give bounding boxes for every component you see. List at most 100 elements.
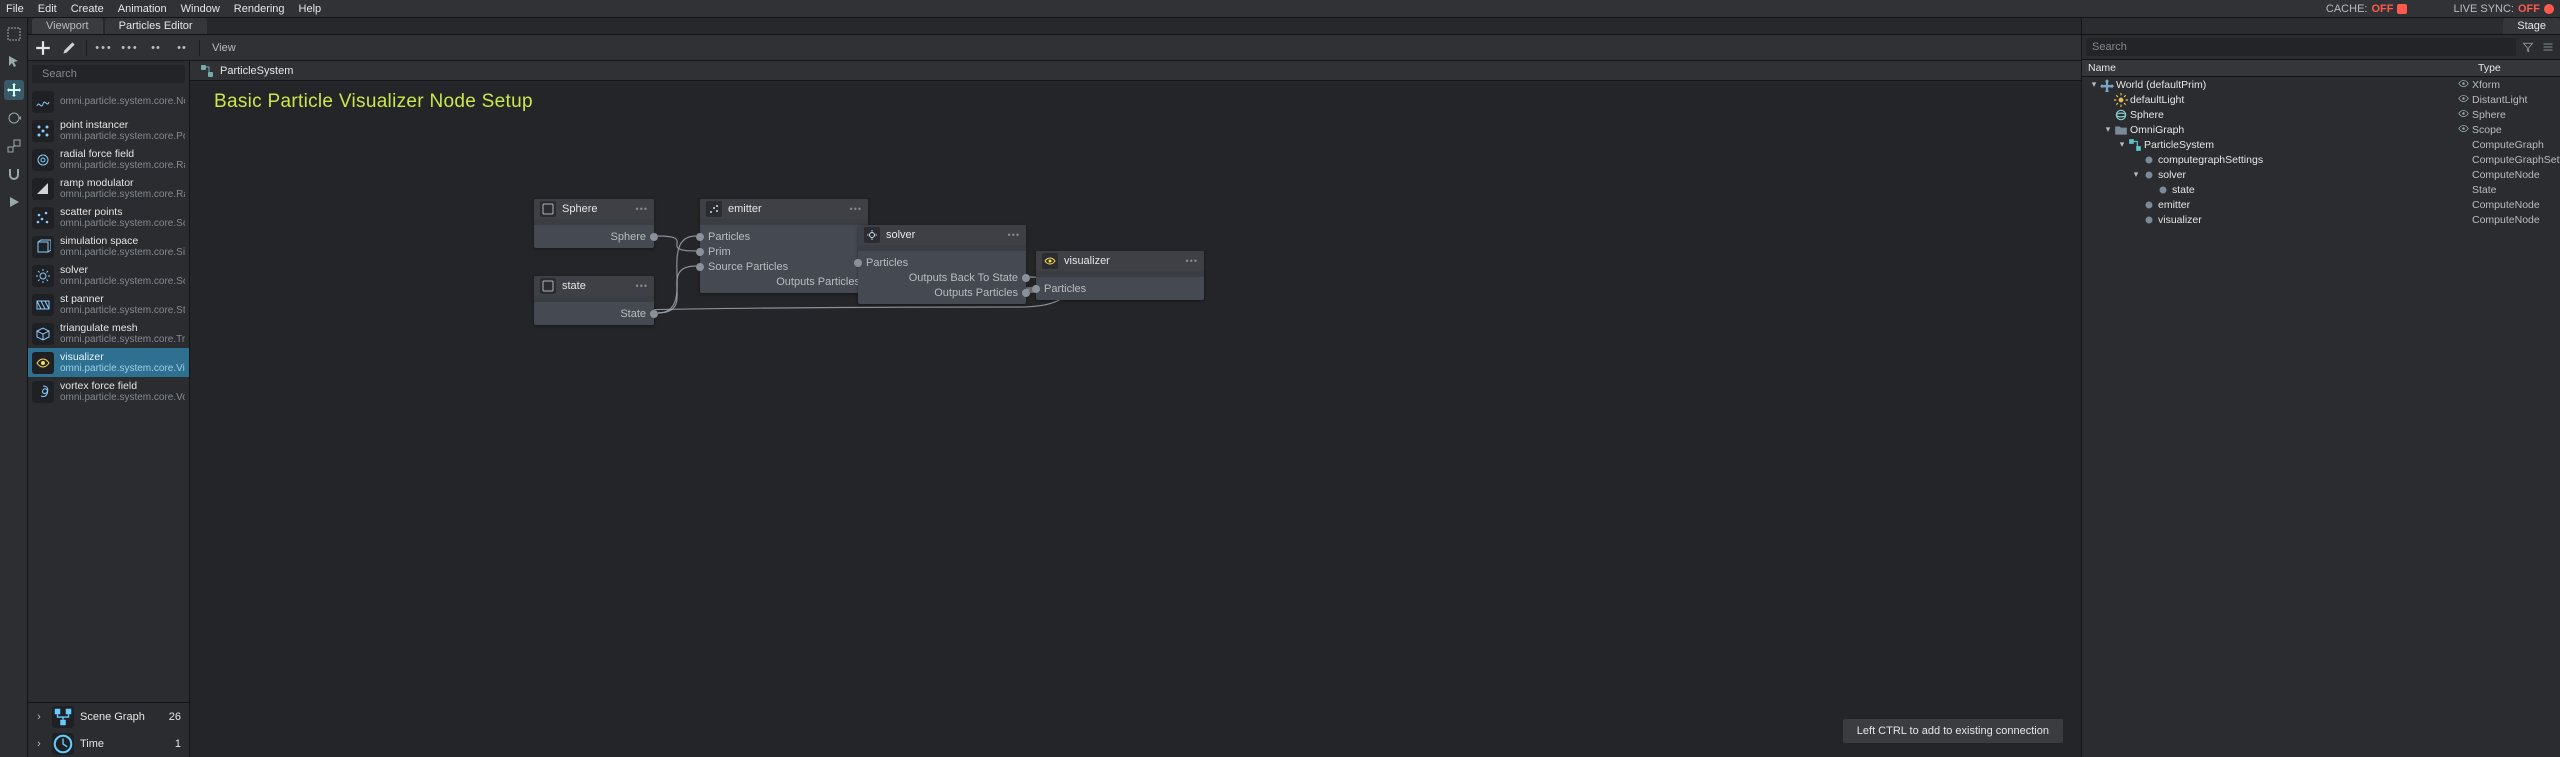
tree-row[interactable]: ▾ ParticleSystem ComputeGraph bbox=[2082, 137, 2560, 152]
library-item[interactable]: point instancer omni.particle.system.cor… bbox=[28, 116, 189, 145]
output-port[interactable]: Outputs Particles bbox=[858, 285, 1026, 300]
node-solver[interactable]: solver ••• ParticlesOutputs Back To Stat… bbox=[858, 225, 1026, 304]
input-port[interactable]: Particles bbox=[858, 255, 1026, 270]
node-header[interactable]: state ••• bbox=[534, 276, 654, 296]
footer-time[interactable]: › Time 1 bbox=[28, 730, 189, 757]
tree-twisty[interactable]: ▾ bbox=[2130, 169, 2142, 180]
node-header[interactable]: emitter ••• bbox=[700, 199, 868, 219]
tree-row[interactable]: ▾ OmniGraph Scope bbox=[2082, 122, 2560, 137]
output-port[interactable]: Outputs Particles bbox=[700, 274, 868, 289]
menu-animation[interactable]: Animation bbox=[118, 3, 167, 15]
input-port[interactable]: Particles bbox=[700, 229, 868, 244]
library-item[interactable]: solver omni.particle.system.core.Solver bbox=[28, 261, 189, 290]
tree-twisty[interactable]: ▾ bbox=[2116, 139, 2128, 150]
input-port[interactable]: Particles bbox=[1036, 281, 1204, 296]
input-port[interactable]: Prim bbox=[700, 244, 868, 259]
col-name[interactable]: Name bbox=[2082, 60, 2454, 76]
node-menu-icon[interactable]: ••• bbox=[850, 204, 862, 214]
stage-search-row bbox=[2082, 35, 2560, 59]
tool-move-icon[interactable] bbox=[4, 80, 24, 100]
menu-file[interactable]: File bbox=[6, 3, 24, 15]
library-item[interactable]: st panner omni.particle.system.core.StPa… bbox=[28, 290, 189, 319]
tree-row[interactable]: ▾ World (defaultPrim) Xform bbox=[2082, 77, 2560, 92]
toolbar-more-4[interactable]: •• bbox=[173, 39, 191, 57]
options-icon[interactable] bbox=[2540, 39, 2556, 55]
node-type-icon bbox=[1042, 253, 1058, 269]
node-header[interactable]: Sphere ••• bbox=[534, 199, 654, 219]
node-menu-icon[interactable]: ••• bbox=[1008, 230, 1020, 240]
tool-play-icon[interactable] bbox=[4, 192, 24, 212]
right-panel: Stage Render Settings Layer Name Type ▾ … bbox=[2082, 18, 2560, 757]
col-vis bbox=[2454, 60, 2472, 76]
tree-item-icon bbox=[2156, 183, 2170, 197]
library-item[interactable]: ramp modulator omni.particle.system.core… bbox=[28, 174, 189, 203]
tree-row[interactable]: state State bbox=[2082, 182, 2560, 197]
node-title: visualizer bbox=[1064, 255, 1180, 267]
node-header[interactable]: solver ••• bbox=[858, 225, 1026, 245]
tree-row[interactable]: emitter ComputeNode bbox=[2082, 197, 2560, 212]
node-state[interactable]: state ••• State bbox=[534, 276, 654, 325]
tree-item-name: visualizer bbox=[2156, 214, 2454, 226]
tree-row[interactable]: defaultLight DistantLight bbox=[2082, 92, 2560, 107]
tree-twisty[interactable]: ▾ bbox=[2088, 79, 2100, 90]
visibility-toggle[interactable] bbox=[2454, 108, 2472, 122]
output-port[interactable]: Sphere bbox=[534, 229, 654, 244]
filter-icon[interactable] bbox=[2520, 39, 2536, 55]
tree-item-type: ComputeGraph bbox=[2472, 139, 2560, 151]
edit-button[interactable] bbox=[60, 39, 78, 57]
input-port[interactable]: Source Particles bbox=[700, 259, 868, 274]
editor-toolbar: ••• ••• •• •• View bbox=[28, 35, 2081, 61]
node-menu-icon[interactable]: ••• bbox=[636, 204, 648, 214]
menu-help[interactable]: Help bbox=[299, 3, 322, 15]
node-emitter[interactable]: emitter ••• ParticlesPrimSource Particle… bbox=[700, 199, 868, 293]
node-header[interactable]: visualizer ••• bbox=[1036, 251, 1204, 271]
view-menu[interactable]: View bbox=[212, 42, 236, 54]
node-visualizer[interactable]: visualizer ••• Particles bbox=[1036, 251, 1204, 300]
node-menu-icon[interactable]: ••• bbox=[636, 281, 648, 291]
library-item[interactable]: vortex force field omni.particle.system.… bbox=[28, 377, 189, 406]
library-item[interactable]: omni.particle.system.core.NoiseField bbox=[28, 87, 189, 116]
tree-row[interactable]: Sphere Sphere bbox=[2082, 107, 2560, 122]
tree-row[interactable]: computegraphSettings ComputeGraphSetting… bbox=[2082, 152, 2560, 167]
tab-particles-editor[interactable]: Particles Editor bbox=[105, 18, 207, 34]
tool-snap-icon[interactable] bbox=[4, 164, 24, 184]
output-port[interactable]: State bbox=[534, 306, 654, 321]
add-node-button[interactable] bbox=[34, 39, 52, 57]
library-item[interactable]: scatter points omni.particle.system.core… bbox=[28, 203, 189, 232]
tree-row[interactable]: visualizer ComputeNode bbox=[2082, 212, 2560, 227]
library-search-input[interactable] bbox=[40, 67, 186, 81]
visibility-toggle[interactable] bbox=[2454, 123, 2472, 137]
node-canvas[interactable]: Basic Particle Visualizer Node Setup Lef… bbox=[190, 81, 2081, 757]
library-item[interactable]: radial force field omni.particle.system.… bbox=[28, 145, 189, 174]
toolbar-more-2[interactable]: ••• bbox=[121, 39, 139, 57]
tool-rotate-icon[interactable] bbox=[4, 108, 24, 128]
output-port[interactable]: Outputs Back To State bbox=[858, 270, 1026, 285]
footer-scene-graph[interactable]: › Scene Graph 26 bbox=[28, 703, 189, 730]
noise-icon bbox=[32, 91, 54, 113]
breadcrumb-label[interactable]: ParticleSystem bbox=[220, 65, 293, 77]
visibility-toggle[interactable] bbox=[2454, 78, 2472, 92]
tree-item-name: state bbox=[2170, 184, 2454, 196]
menu-edit[interactable]: Edit bbox=[38, 3, 57, 15]
visibility-toggle[interactable] bbox=[2454, 93, 2472, 107]
library-item-sub: omni.particle.system.core.RampModulator bbox=[60, 189, 185, 200]
stage-search-input[interactable] bbox=[2086, 38, 2516, 56]
library-item[interactable]: visualizer omni.particle.system.core.Vis… bbox=[28, 348, 189, 377]
tool-select-icon[interactable] bbox=[4, 24, 24, 44]
menu-create[interactable]: Create bbox=[71, 3, 104, 15]
tool-scale-icon[interactable] bbox=[4, 136, 24, 156]
library-item[interactable]: triangulate mesh omni.particle.system.co… bbox=[28, 319, 189, 348]
node-menu-icon[interactable]: ••• bbox=[1186, 256, 1198, 266]
tab-stage[interactable]: Stage bbox=[2503, 18, 2560, 34]
library-item[interactable]: simulation space omni.particle.system.co… bbox=[28, 232, 189, 261]
menu-window[interactable]: Window bbox=[181, 3, 220, 15]
tree-twisty[interactable]: ▾ bbox=[2102, 124, 2114, 135]
toolbar-more-1[interactable]: ••• bbox=[95, 39, 113, 57]
menu-rendering[interactable]: Rendering bbox=[234, 3, 285, 15]
tab-viewport[interactable]: Viewport bbox=[32, 18, 103, 34]
tree-row[interactable]: ▾ solver ComputeNode bbox=[2082, 167, 2560, 182]
node-sphere[interactable]: Sphere ••• Sphere bbox=[534, 199, 654, 248]
col-type[interactable]: Type bbox=[2472, 60, 2560, 76]
toolbar-more-3[interactable]: •• bbox=[147, 39, 165, 57]
tool-pointer-icon[interactable] bbox=[4, 52, 24, 72]
